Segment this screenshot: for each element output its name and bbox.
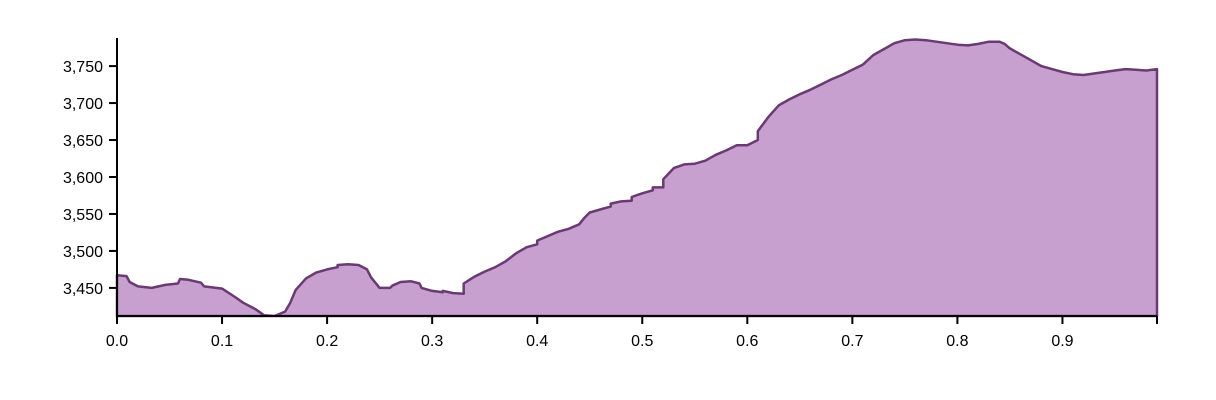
x-tick-label: 0.6 bbox=[736, 333, 758, 350]
x-tick-label: 0.4 bbox=[526, 333, 548, 350]
x-tick-label: 0.8 bbox=[946, 333, 968, 350]
y-tick-label: 3,500 bbox=[63, 244, 103, 261]
plot-area bbox=[115, 38, 1159, 318]
x-tick-label: 0.1 bbox=[211, 333, 233, 350]
x-tick-label: 0.3 bbox=[421, 333, 443, 350]
y-tick-label: 3,650 bbox=[63, 133, 103, 150]
x-tick-label: 0.0 bbox=[106, 333, 128, 350]
y-tick-label: 3,550 bbox=[63, 207, 103, 224]
y-tick-label: 3,750 bbox=[63, 59, 103, 76]
y-tick-label: 3,450 bbox=[63, 281, 103, 298]
series-area bbox=[115, 38, 1159, 318]
x-tick-label: 0.2 bbox=[316, 333, 338, 350]
x-tick-label: 0.7 bbox=[841, 333, 863, 350]
x-tick-label: 0.5 bbox=[631, 333, 653, 350]
x-tick-label: 0.9 bbox=[1051, 333, 1073, 350]
axes: 0.0 0.1 0.2 0.3 0.4 0.5 0.6 0.7 0.8 0.9 3,450 3,500… bbox=[63, 38, 1158, 350]
y-tick-label: 3,600 bbox=[63, 170, 103, 187]
y-tick-label: 3,700 bbox=[63, 96, 103, 113]
